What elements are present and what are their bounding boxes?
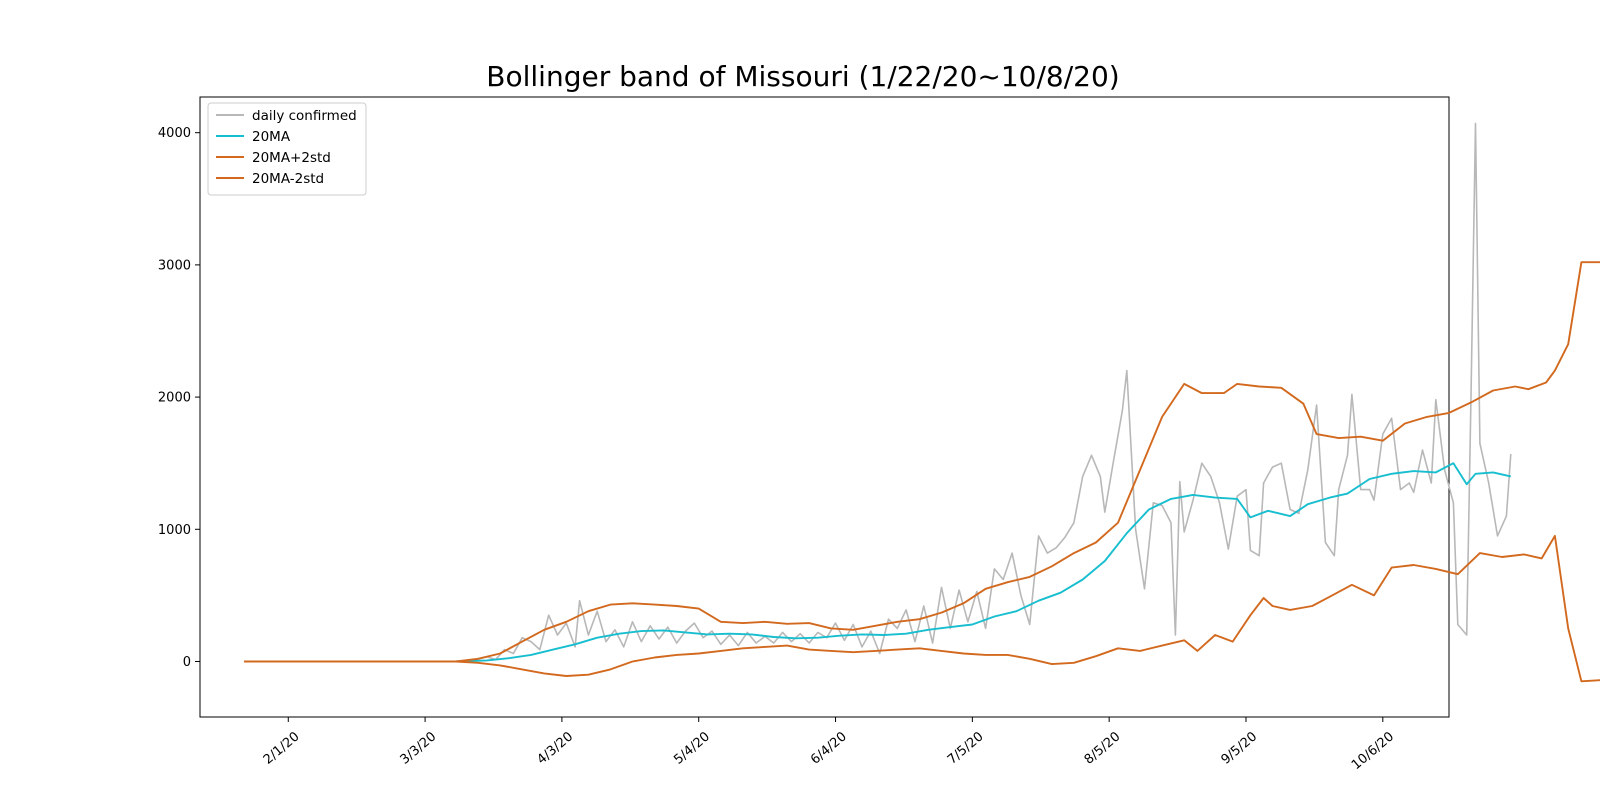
- y-axis: 0 1000 2000 3000 4000: [158, 126, 200, 670]
- legend-label: daily confirmed: [252, 108, 357, 124]
- legend-label: 20MA: [252, 129, 291, 145]
- series-layer: [244, 122, 1600, 683]
- series-line-daily-confirmed: [244, 122, 1512, 663]
- legend-label: 20MA+2std: [252, 150, 331, 166]
- legend: daily confirmed 20MA 20MA+2std 20MA-2std: [207, 102, 367, 196]
- y-tick-label: 3000: [158, 258, 191, 273]
- plot-frame: [199, 96, 1450, 718]
- chart-title: Bollinger band of Missouri (1/22/20~10/8…: [486, 60, 1119, 93]
- y-tick-label: 1000: [158, 523, 191, 538]
- series-line-20ma-2std: [244, 261, 1600, 663]
- series-line-20ma: [244, 462, 1512, 663]
- legend-box: [207, 102, 367, 196]
- series-line-20ma-2std: [244, 534, 1600, 683]
- y-tick-label: 0: [183, 655, 191, 670]
- y-tick-label: 2000: [158, 391, 191, 406]
- legend-label: 20MA-2std: [252, 171, 324, 187]
- y-tick-label: 4000: [158, 126, 191, 141]
